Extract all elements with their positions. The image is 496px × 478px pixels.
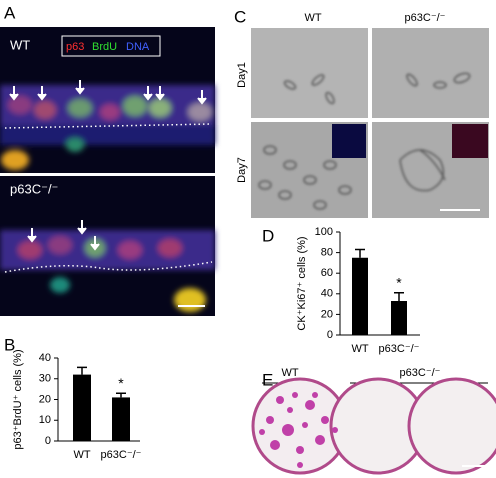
y-axis-label: p63⁺BrdU⁺ cells (%) <box>12 349 24 449</box>
y-tick-label: 0 <box>327 329 333 341</box>
y-tick-label: 60 <box>321 267 333 279</box>
x-tick-label: p63C⁻/⁻ <box>379 343 420 355</box>
y-tick-label: 40 <box>321 288 333 300</box>
x-tick-label: p63C⁻/⁻ <box>101 449 142 461</box>
condition-label: p63C⁻/⁻ <box>10 181 58 196</box>
error-bar <box>77 366 87 375</box>
dishes <box>251 377 496 475</box>
legend-entry: BrdU <box>92 41 117 53</box>
row-header: Day7 <box>236 157 248 183</box>
annotation: * <box>396 274 402 290</box>
y-tick-label: 100 <box>315 226 333 238</box>
panel-label: E <box>262 370 273 389</box>
error-bar <box>394 292 404 302</box>
bar <box>73 374 91 441</box>
y-tick-label: 10 <box>39 414 51 426</box>
group-label: WT <box>281 367 298 379</box>
error-bar <box>355 248 365 258</box>
bar <box>352 257 368 335</box>
legend-entry: p63 <box>66 41 84 53</box>
panel-label: D <box>262 226 274 245</box>
panel-label: C <box>234 7 246 26</box>
x-tick-label: WT <box>73 449 90 461</box>
micrograph-ko <box>0 176 215 316</box>
micrograph-wt <box>0 27 215 173</box>
annotation: * <box>118 375 124 391</box>
column-header: WT <box>304 12 321 24</box>
row-header: Day1 <box>236 62 248 88</box>
group-label: p63C⁻/⁻ <box>400 367 441 379</box>
y-tick-label: 30 <box>39 373 51 385</box>
condition-label: WT <box>10 37 30 52</box>
y-tick-label: 20 <box>39 393 51 405</box>
error-bar <box>116 392 126 398</box>
bar <box>112 397 130 441</box>
panel-label: B <box>4 335 15 354</box>
legend-entry: DNA <box>126 41 150 53</box>
column-header: p63C⁻/⁻ <box>405 12 446 24</box>
y-axis-label: CK⁺Ki67⁺ cells (%) <box>296 236 308 330</box>
bar <box>391 301 407 335</box>
x-tick-label: WT <box>351 343 368 355</box>
y-tick-label: 20 <box>321 308 333 320</box>
y-tick-label: 40 <box>39 352 51 364</box>
y-tick-label: 80 <box>321 247 333 259</box>
panel-label: A <box>4 3 16 22</box>
y-tick-label: 0 <box>45 435 51 447</box>
micrograph-grid <box>251 28 489 218</box>
